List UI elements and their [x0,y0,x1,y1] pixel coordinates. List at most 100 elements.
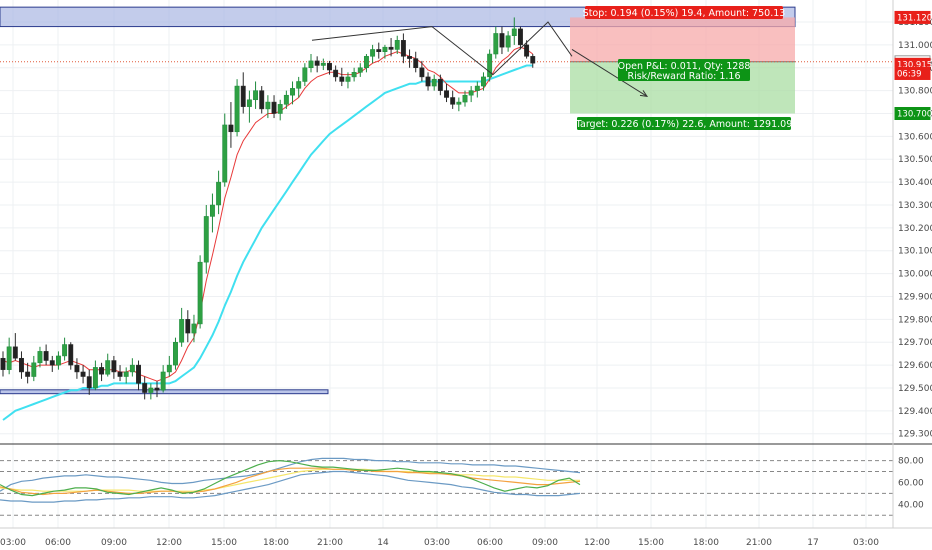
candle-body [505,35,511,48]
candle-body [259,90,265,110]
candle-body [92,367,98,389]
candle-body [99,367,105,375]
oscillator-tick-label: 60.00 [898,478,924,488]
candlesticks [0,17,536,400]
candle-body [86,376,92,389]
candle-body [462,94,468,103]
candle-body [314,60,320,66]
time-tick-label: 12:00 [584,538,610,548]
time-tick-label: 14 [377,538,389,548]
oscillator-series-3 [0,467,581,496]
candle-body [468,90,474,96]
candle-body [357,67,363,73]
time-tick-label: 21:00 [746,538,772,548]
price-tick-label: 129.300 [898,430,932,440]
time-tick-label: 03:00 [853,538,879,548]
candle-body [283,94,289,105]
candle-body [499,33,505,48]
price-badge-text: 130.915 [897,60,932,70]
candle-body [37,351,43,364]
candle-body [222,124,228,183]
candle-body [481,76,486,87]
oscillator-series-1 [0,470,581,503]
candle-body [431,78,437,87]
candle-body [413,58,419,69]
price-tick-label: 129.600 [898,361,932,371]
stop-label-box [585,6,783,19]
price-tick-label: 129.500 [898,384,932,394]
candle-body [234,85,240,133]
candle-body [437,78,443,91]
candle-body [105,360,111,375]
candle-body [246,99,252,107]
price-tick-label: 130.100 [898,247,932,257]
target-label-box [577,117,791,130]
candle-body [388,46,394,50]
candle-body [444,90,449,98]
candle-body [154,387,160,391]
candle-body [166,364,172,373]
candle-body [511,28,517,36]
time-tick-label: 12:00 [156,538,182,548]
candle-body [228,124,234,133]
candle-body [216,181,222,206]
candle-body [265,101,271,110]
candle-body [320,62,326,66]
position-tool[interactable] [0,17,893,114]
candle-body [394,40,400,50]
price-tick-label: 129.800 [898,315,932,325]
time-tick-label: 09:00 [532,538,558,548]
candle-body [136,364,141,384]
candle-body [351,72,357,78]
projection-arrow-head [639,90,649,97]
candle-body [12,346,18,359]
candle-body [474,85,480,91]
candle-body [62,344,68,357]
pattern-line [311,21,573,76]
time-tick-label: 18:00 [693,538,719,548]
price-badge-text: 130.700 [897,110,932,120]
candle-body [25,371,31,377]
candle-body [333,69,339,78]
candle-body [271,101,277,114]
candle-body [160,371,166,391]
candle-body [185,319,191,334]
price-tick-label: 129.400 [898,407,932,417]
candle-body [179,319,185,343]
candle-body [148,387,154,393]
candle-body [456,101,462,105]
candle-body [197,261,203,325]
price-tick-label: 130.300 [898,201,932,211]
candle-body [400,40,406,57]
target-label-text: Target: 0.226 (0.17%) 22.6, Amount: 1291… [575,119,792,130]
candle-body [327,62,332,71]
candle-body [370,49,376,57]
projection-arrow-line [571,49,648,97]
price-badge [894,107,931,120]
pnl-label-text: Risk/Reward Ratio: 1.16 [627,71,740,82]
candle-body [240,85,246,107]
stop-label-text: Stop: 0.194 (0.15%) 19.4, Amount: 750.13 [583,8,786,19]
grid [0,0,893,528]
candle-body [487,53,493,78]
time-tick-label: 03:00 [424,538,450,548]
price-tick-label: 130.400 [898,178,932,188]
time-tick-label: 06:00 [45,538,71,548]
time-tick-label: 03:00 [0,538,26,548]
price-tick-label: 130.500 [898,155,932,165]
pnl-label-text: Open P&L: 0.011, Qty: 1288 [618,61,751,72]
candle-body [43,351,49,361]
candle-body [55,355,61,366]
candle-body [253,90,259,101]
candle-body [6,346,12,370]
candle-body [19,357,24,373]
oscillator-series-4 [0,459,581,497]
drawings [311,21,649,97]
candle-body [80,371,86,377]
position-labels: Stop: 0.194 (0.15%) 19.4, Amount: 750.13… [575,6,792,130]
candle-body [129,364,135,373]
time-tick-label: 17 [807,538,818,548]
candle-body [308,60,314,69]
